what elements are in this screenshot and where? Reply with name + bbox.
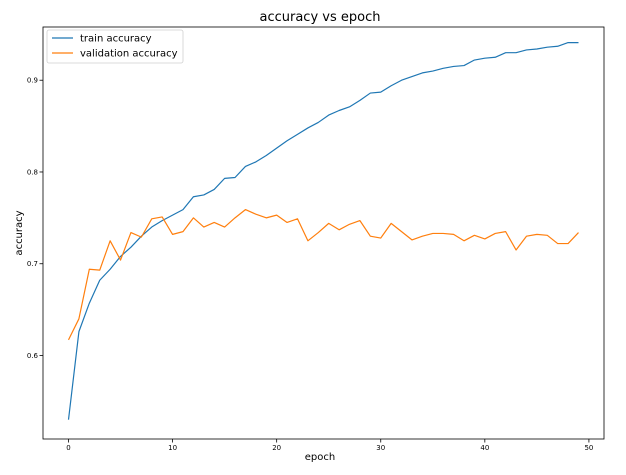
x-tick-label: 30 bbox=[376, 444, 385, 452]
plot-area bbox=[67, 41, 579, 420]
legend-box bbox=[46, 29, 184, 64]
x-tick-label: 0 bbox=[66, 444, 70, 452]
x-tick-label: 40 bbox=[480, 444, 489, 452]
y-tick-label: 0.6 bbox=[27, 352, 39, 360]
chart-title: accuracy vs epoch bbox=[260, 10, 381, 25]
legend-label-validation: validation accuracy bbox=[80, 49, 178, 60]
x-tick-label: 50 bbox=[584, 444, 593, 452]
plot-frame bbox=[42, 26, 605, 440]
y-axis-label: accuracy bbox=[14, 210, 25, 255]
legend: train accuracy validation accuracy bbox=[46, 29, 184, 64]
legend-label-train: train accuracy bbox=[80, 34, 152, 45]
x-axis-label: epoch bbox=[305, 452, 335, 463]
x-tick-label: 20 bbox=[272, 444, 281, 452]
y-tick-label: 0.8 bbox=[27, 168, 38, 176]
y-tick-label: 0.9 bbox=[27, 77, 38, 85]
x-tick-label: 10 bbox=[168, 444, 177, 452]
y-axis-ticks: 0.6 0.7 0.8 0.9 bbox=[27, 77, 43, 360]
series-line-validation bbox=[67, 209, 579, 341]
y-tick-label: 0.7 bbox=[27, 260, 38, 268]
x-axis-ticks: 0 10 20 30 40 50 bbox=[66, 439, 593, 452]
series-line-train bbox=[67, 41, 579, 420]
